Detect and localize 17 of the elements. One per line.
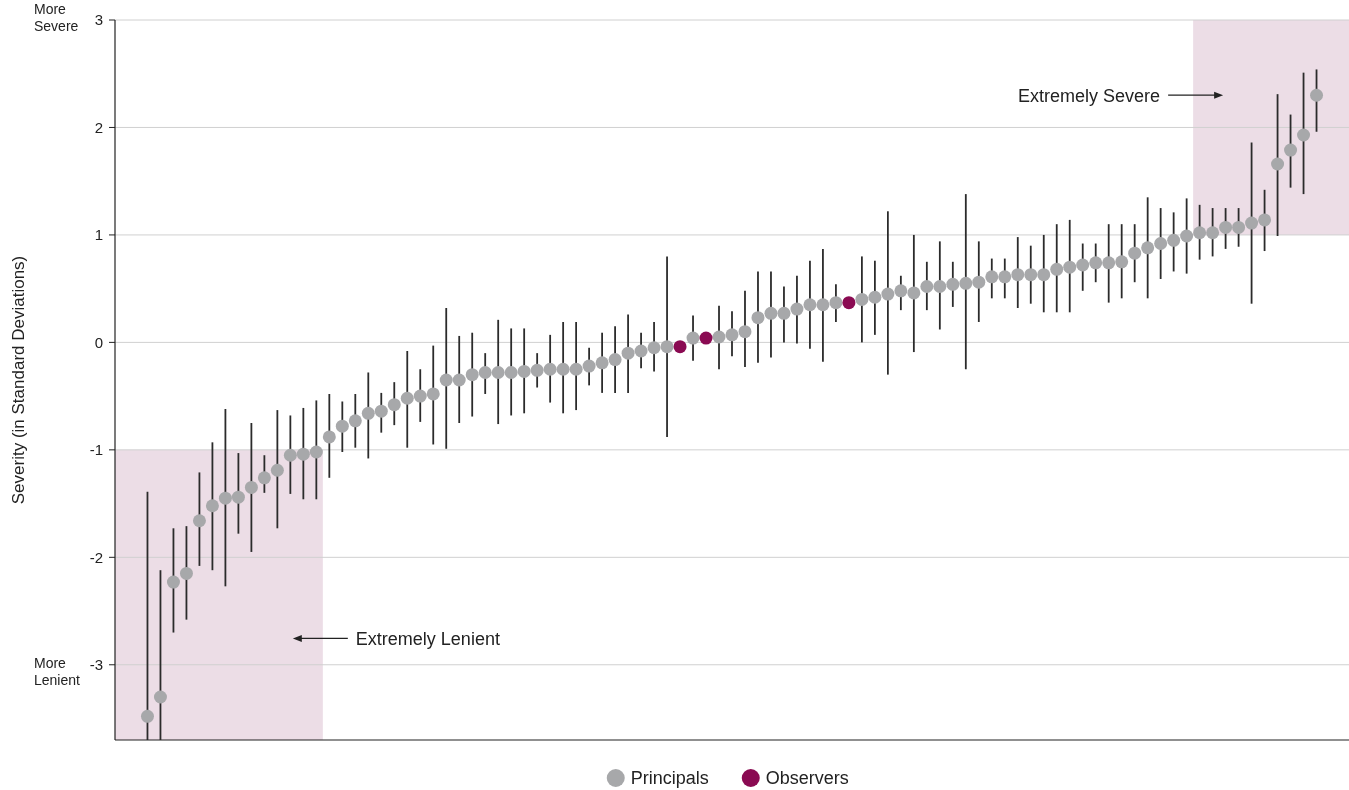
band-label: Extremely Severe xyxy=(1018,85,1161,106)
y-tick-label: -1 xyxy=(89,441,103,459)
text: More Severe xyxy=(34,1,79,34)
y-tick-label: -2 xyxy=(89,548,103,566)
point xyxy=(842,296,856,310)
band-label: Extremely Lenient xyxy=(355,628,500,649)
y-axis-title: Severity (in Standard Deviations) xyxy=(9,255,28,505)
point xyxy=(673,340,687,354)
y-tick-label: 3 xyxy=(94,11,103,29)
point xyxy=(699,331,713,345)
y-tick-label: -3 xyxy=(89,656,103,674)
legend-label: Observers xyxy=(765,768,849,789)
y-tick-label: 0 xyxy=(94,333,103,351)
legend-label: Principals xyxy=(630,768,709,789)
text: More Lenient xyxy=(34,654,81,688)
y-tick-label: 1 xyxy=(94,226,103,244)
y-tick-label: 2 xyxy=(94,118,103,136)
